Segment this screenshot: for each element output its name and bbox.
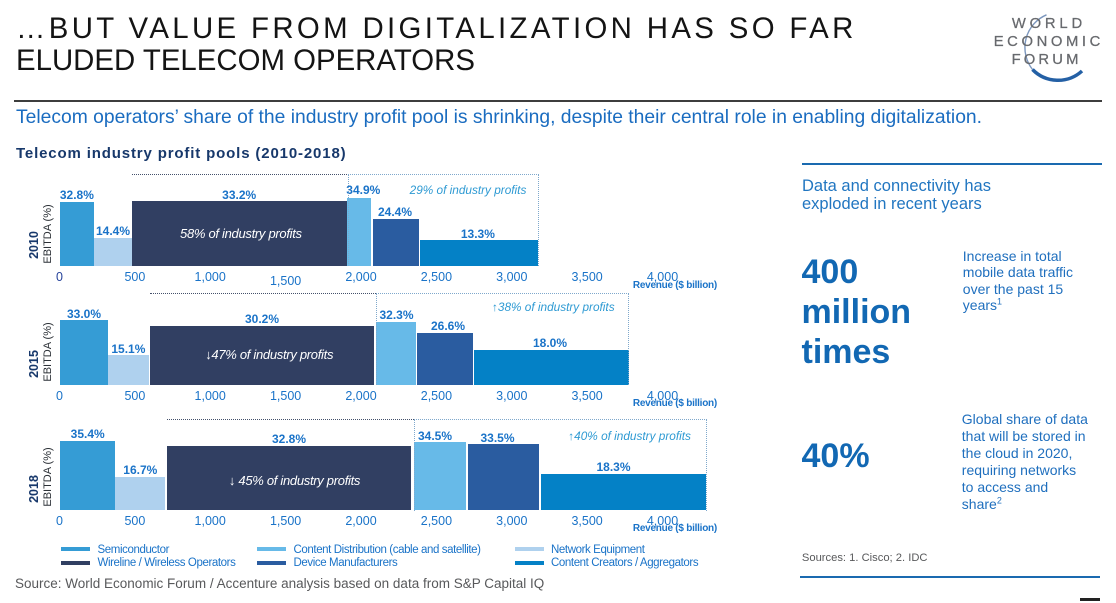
svg-text:ECONOMIC: ECONOMIC xyxy=(994,34,1104,50)
svg-text:FORUM: FORUM xyxy=(1012,52,1082,68)
svg-text:WORLD: WORLD xyxy=(1012,16,1086,32)
